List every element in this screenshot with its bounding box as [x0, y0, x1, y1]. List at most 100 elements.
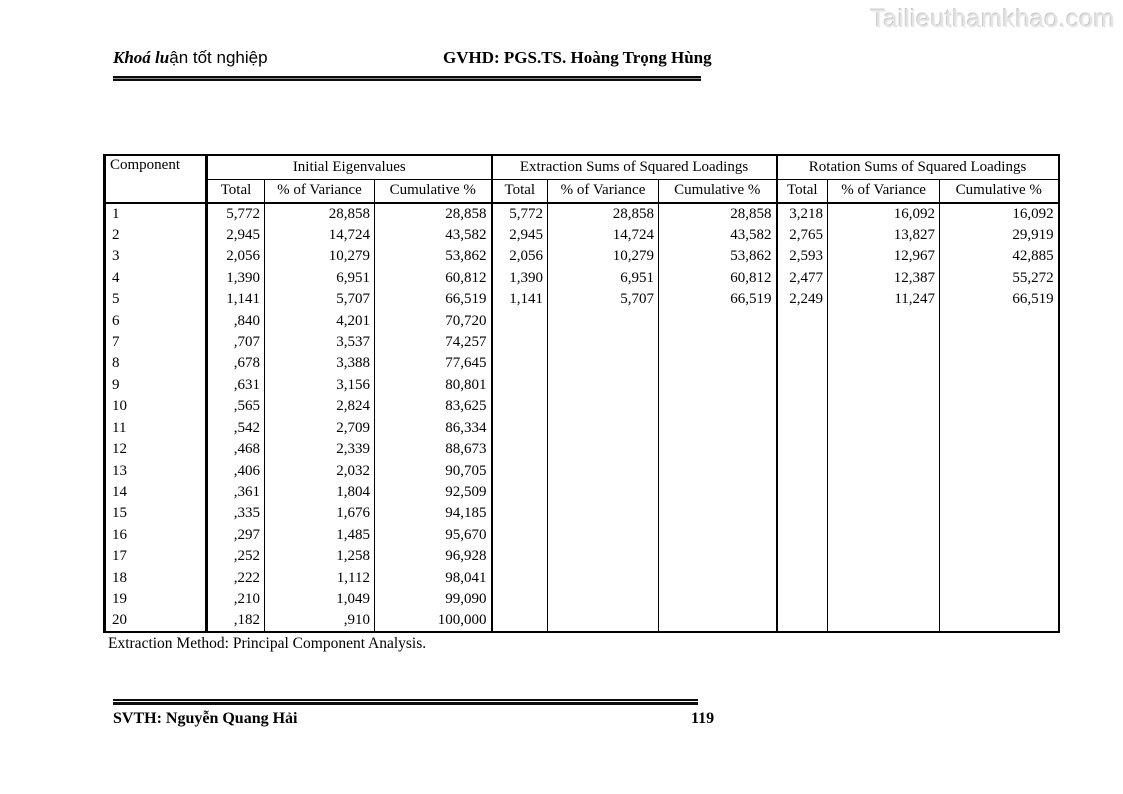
value-cell: 14,724	[264, 224, 375, 246]
value-cell: 42,885	[1012, 248, 1054, 265]
value-cell	[658, 460, 778, 482]
value-cell	[940, 332, 1059, 353]
value-cell	[658, 481, 778, 504]
total-variance-table: Component Initial Eigenvalues Extraction…	[103, 154, 1060, 633]
value-cell: 29,919	[1012, 226, 1054, 243]
value-cell: 3,388	[264, 353, 375, 375]
component-cell: 5	[104, 288, 208, 311]
value-cell	[776, 310, 829, 332]
value-cell	[547, 438, 660, 461]
value-cell: 11,247	[827, 288, 941, 311]
value-cell: 98,041	[374, 567, 493, 589]
value-cell	[940, 460, 1059, 481]
value-cell: ,678	[206, 353, 265, 375]
value-cell	[940, 353, 1059, 374]
value-cell	[776, 610, 829, 632]
component-cell: 19	[104, 588, 208, 611]
table-row: 17,252 1,258 96,928	[104, 546, 1059, 568]
value-cell	[658, 567, 778, 589]
value-cell: 6,951	[547, 267, 660, 289]
value-cell	[940, 546, 1059, 567]
component-cell: 16	[104, 524, 208, 546]
value-cell	[547, 524, 660, 546]
value-cell: 1,049	[264, 588, 375, 611]
table-row: 18,222 1,112 98,041	[104, 567, 1059, 589]
value-cell: ,182	[206, 610, 265, 632]
value-cell: 13,827	[827, 224, 941, 246]
value-cell	[776, 331, 829, 354]
value-cell: 92,509	[374, 481, 493, 504]
component-cell: 9	[104, 374, 208, 396]
value-cell: 5,707	[547, 288, 660, 311]
value-cell	[827, 353, 941, 375]
value-cell	[547, 610, 660, 632]
value-cell	[940, 439, 1059, 460]
value-cell: 90,705	[374, 460, 493, 482]
table-row: 3 2,056 10,279 53,862 2,056 10,279 53,862 2,593…	[104, 245, 1059, 268]
value-cell	[827, 481, 941, 504]
value-cell	[776, 353, 829, 375]
value-cell: 3,218	[776, 203, 829, 225]
component-cell: 17	[104, 546, 208, 568]
subheader-total: Total	[491, 179, 549, 204]
value-cell	[491, 331, 549, 354]
value-cell: 10,279	[547, 245, 660, 268]
component-cell: 10	[104, 395, 208, 418]
value-cell	[547, 395, 660, 418]
table-row: 11,542 2,709 86,334	[104, 417, 1059, 439]
value-cell: 3,156	[264, 374, 375, 396]
value-cell: 16,092	[827, 203, 941, 225]
value-cell: 70,720	[374, 310, 493, 332]
value-cell: 2,945	[206, 224, 265, 246]
value-cell: 2,339	[264, 438, 375, 461]
value-cell	[827, 588, 941, 611]
value-cell: 53,862	[658, 245, 778, 268]
value-cell	[827, 503, 941, 525]
value-cell	[491, 395, 549, 418]
component-cell: 12	[104, 438, 208, 461]
value-cell: 10,279	[264, 245, 375, 268]
advisor-name: GVHD: PGS.TS. Hoàng Trọng Hùng	[443, 48, 712, 67]
table-row: 4 1,390 6,951 60,812 1,390 6,951 60,812 2,477 12…	[104, 267, 1059, 289]
value-cell	[658, 353, 778, 375]
value-cell	[491, 374, 549, 396]
value-cell	[827, 460, 941, 482]
value-cell: 1,804	[264, 481, 375, 504]
value-cell	[940, 589, 1059, 610]
value-cell: ,542	[206, 417, 265, 439]
value-cell	[827, 331, 941, 354]
component-cell: 4	[104, 267, 208, 289]
value-cell: 66,519	[658, 288, 778, 311]
value-cell: 4,201	[264, 310, 375, 332]
subheader-cumulative-pct: Cumulative %	[939, 179, 1059, 204]
value-cell: 99,090	[374, 588, 493, 611]
group-header-initial-eigenvalues: Initial Eigenvalues	[206, 155, 493, 180]
value-cell: 80,801	[374, 374, 493, 396]
subheader-total: Total	[206, 179, 265, 204]
table-row: 13,406 2,032 90,705	[104, 460, 1059, 482]
component-cell: 1	[104, 203, 208, 225]
value-cell	[491, 460, 549, 482]
value-cell: 95,670	[374, 524, 493, 546]
value-cell: 6,951	[264, 267, 375, 289]
value-cell	[776, 395, 829, 418]
value-cell	[940, 417, 1059, 438]
value-cell: 66,519	[374, 288, 493, 311]
value-cell	[658, 374, 778, 396]
value-cell	[658, 546, 778, 568]
value-cell	[491, 588, 549, 611]
value-cell	[940, 396, 1059, 417]
value-cell: 1,141	[491, 288, 549, 311]
thesis-title: Khoá luận tốt nghiệp	[113, 48, 268, 68]
value-cell	[940, 375, 1059, 396]
value-cell	[491, 310, 549, 332]
component-cell: 3	[104, 245, 208, 268]
value-cell	[547, 331, 660, 354]
value-cell	[827, 310, 941, 332]
value-cell: 1,390	[491, 267, 549, 289]
table-body: 1 5,772 28,858 28,858 5,772 28,858 28,858 3,218…	[104, 203, 1059, 632]
value-cell	[547, 503, 660, 525]
value-cell: 1,485	[264, 524, 375, 546]
value-cell	[776, 438, 829, 461]
